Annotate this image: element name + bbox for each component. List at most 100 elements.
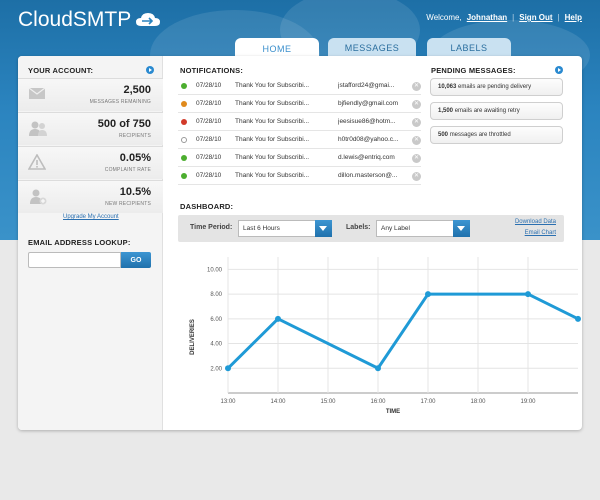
go-button[interactable]: GO [121,252,151,268]
y-axis-label: DELIVERIES [190,319,196,355]
data-point [375,365,381,372]
pending-item[interactable]: 10,063 emails are pending delivery [430,78,563,96]
notification-email: jstafford24@gmai... [338,82,395,89]
time-period-select[interactable]: Last 6 Hours [238,220,332,237]
notification-date: 07/28/10 [196,172,222,179]
close-icon[interactable]: ✕ [412,82,421,91]
stat-new-recipients: 10.5% NEW RECIPIENTS [18,180,163,213]
notification-date: 07/28/10 [196,82,222,89]
y-tick-label: 4.00 [210,342,222,348]
stat-complaint-rate: 0.05% COMPLAINT RATE [18,146,163,179]
chevron-down-icon[interactable] [315,220,332,237]
x-tick-label: 18:00 [470,399,486,405]
notification-subject: Thank You for Subscribi... [235,172,310,179]
time-period-value: Last 6 Hours [243,225,280,232]
main-panel: YOUR ACCOUNT: 2,500 MESSAGES REMAINING 5… [18,56,582,430]
series-line [226,292,579,370]
pending-count: 1,500 [438,108,454,114]
x-tick-label: 14:00 [270,399,286,405]
account-title: YOUR ACCOUNT: [28,66,94,75]
notification-email: jeesisue86@hotm... [338,118,396,125]
close-icon[interactable]: ✕ [412,118,421,127]
notification-date: 07/28/10 [196,100,222,107]
tab-messages[interactable]: MESSAGES [328,38,416,58]
notification-row[interactable]: 07/28/10 Thank You for Subscribi... h0tr… [178,132,421,149]
stat-label: NEW RECIPIENTS [105,201,151,207]
x-axis-ticks: 13:00 14:00 15:00 16:00 17:00 18:00 19:00 [220,399,536,405]
pending-text: emails are awaiting retry [454,108,520,114]
stat-recipients: 500 of 750 RECIPIENTS [18,112,163,145]
signout-link[interactable]: Sign Out [519,13,553,22]
stat-label: MESSAGES REMAINING [89,99,151,105]
stat-value: 10.5% [119,186,151,198]
user-link[interactable]: Johnathan [466,13,508,22]
nav-separator: | [512,13,515,22]
status-dot-icon [181,155,187,161]
pending-item[interactable]: 1,500 emails are awaiting retry [430,102,563,120]
account-expand-icon[interactable] [146,66,154,74]
pending-text: emails are pending delivery [458,84,532,90]
notification-subject: Thank You for Subscribi... [235,154,310,161]
data-point [425,291,431,298]
y-tick-label: 2.00 [210,366,222,372]
notification-row[interactable]: 07/28/10 Thank You for Subscribi... d.le… [178,150,421,167]
close-icon[interactable]: ✕ [412,172,421,181]
tab-home[interactable]: HOME [235,38,319,60]
stat-value: 2,500 [123,84,151,96]
notification-date: 07/28/10 [196,118,222,125]
data-point [525,291,531,298]
notification-date: 07/28/10 [196,154,222,161]
status-dot-icon [181,101,187,107]
y-tick-label: 10.00 [207,267,223,273]
dashboard-toolbar: Time Period: Last 6 Hours Labels: Any La… [178,215,564,242]
notification-email: bjfiendly@gmail.com [338,100,399,107]
labels-select[interactable]: Any Label [376,220,470,237]
warning-icon [28,154,46,170]
main-tabs: HOME MESSAGES LABELS [0,38,600,60]
dashboard-title: DASHBOARD: [180,202,234,211]
account-sidebar: YOUR ACCOUNT: 2,500 MESSAGES REMAINING 5… [18,56,163,430]
x-tick-label: 19:00 [520,399,536,405]
help-link[interactable]: Help [564,13,582,22]
welcome-text: Welcome, [426,13,462,22]
y-axis-ticks: 2.00 4.00 6.00 8.00 10.00 [207,267,223,372]
x-tick-label: 17:00 [420,399,436,405]
app-logo[interactable]: CloudSMTP [18,8,161,32]
labels-value: Any Label [381,225,410,232]
notification-email: dillon.masterson@... [338,172,398,179]
notification-subject: Thank You for Subscribi... [235,82,310,89]
top-nav: Welcome, Johnathan | Sign Out | Help [426,13,582,22]
mail-icon [28,87,46,99]
pending-expand-icon[interactable] [555,66,563,74]
notification-row[interactable]: 07/28/10 Thank You for Subscribi... dill… [178,168,421,185]
notification-subject: Thank You for Subscribi... [235,100,310,107]
close-icon[interactable]: ✕ [412,136,421,145]
notifications-title: NOTIFICATIONS: [180,66,244,75]
pending-item[interactable]: 500 messages are throttled [430,126,563,144]
stat-label: COMPLAINT RATE [104,167,151,173]
pending-text: messages are throttled [449,132,511,138]
notification-row[interactable]: 07/28/10 Thank You for Subscribi... bjfi… [178,96,421,113]
close-icon[interactable]: ✕ [412,154,421,163]
nav-separator: | [557,13,560,22]
notification-email: h0tr0d08@yahoo.c... [338,136,399,143]
series-points [225,291,581,372]
status-dot-icon [181,83,187,89]
tab-labels[interactable]: LABELS [427,38,511,58]
upgrade-link[interactable]: Upgrade My Account [63,214,119,220]
close-icon[interactable]: ✕ [412,100,421,109]
notification-row[interactable]: 07/28/10 Thank You for Subscribi... jsta… [178,78,421,95]
email-lookup-input[interactable] [28,252,121,268]
data-point [275,315,281,322]
email-chart-link[interactable]: Email Chart [524,230,556,236]
notification-row[interactable]: 07/28/10 Thank You for Subscribi... jees… [178,114,421,131]
pending-count: 10,063 [438,84,457,90]
chart-grid [227,257,578,394]
notification-email: d.lewis@entriq.com [338,154,395,161]
x-tick-label: 15:00 [320,399,336,405]
data-point [225,365,231,372]
download-data-link[interactable]: Download Data [514,219,556,225]
chevron-down-icon[interactable] [453,220,470,237]
stat-value: 500 of 750 [97,118,151,130]
lookup-title: EMAIL ADDRESS LOOKUP: [28,238,131,247]
